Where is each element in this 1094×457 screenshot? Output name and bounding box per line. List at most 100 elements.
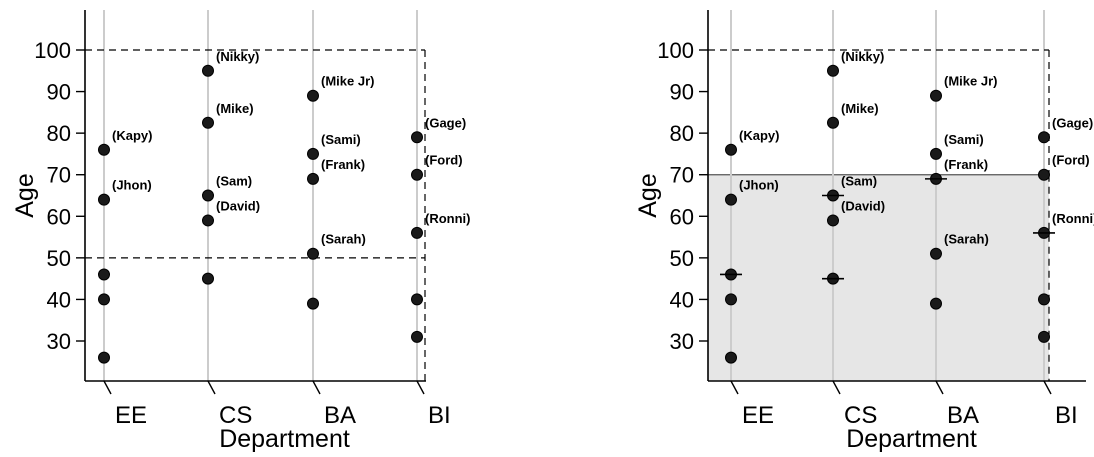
x-tick-label-cs: CS [219, 402, 252, 429]
y-tick-label: 60 [47, 204, 71, 229]
x-axis-title: Department [846, 425, 977, 453]
x-tick-label-ee: EE [115, 402, 147, 429]
data-point [725, 193, 737, 206]
y-tick-label: 30 [670, 329, 694, 354]
point-label: (Gage) [1052, 115, 1093, 130]
point-label: (Nikky) [841, 49, 884, 64]
point-label: (Frank) [321, 157, 365, 172]
data-point [98, 193, 110, 206]
data-point [307, 297, 319, 310]
y-tick-label: 100 [657, 38, 694, 63]
shaded-region [708, 174, 1049, 381]
point-label: (David) [216, 198, 260, 213]
data-point [98, 143, 110, 156]
data-point [827, 214, 839, 227]
x-tick [832, 380, 841, 395]
x-axis-title: Department [219, 425, 350, 453]
data-point [411, 226, 423, 239]
data-point [1038, 293, 1050, 306]
data-point [930, 89, 942, 102]
data-point [411, 293, 423, 306]
data-point [930, 247, 942, 260]
x-tick-label-ba: BA [324, 402, 356, 429]
right-panel: 30 40 50 60 70 80 90 100 EE CS BA BI Department Age (K… [634, 10, 1094, 453]
data-point [307, 147, 319, 160]
x-tick [1043, 380, 1052, 395]
point-label: (Ronni) [425, 211, 470, 226]
x-tick [103, 380, 112, 395]
data-point [98, 268, 110, 281]
y-tick-label: 90 [670, 80, 694, 105]
y-tick-label: 30 [47, 329, 71, 354]
left-panel: 30 40 50 60 70 80 90 100 EE CS BA BI Department Age (K… [11, 10, 470, 453]
y-tick-label: 90 [47, 80, 71, 105]
data-point [1038, 168, 1050, 181]
data-point [98, 351, 110, 364]
point-label: (Mike Jr) [944, 74, 997, 89]
x-tick [416, 380, 425, 395]
point-label: (Ford) [1052, 153, 1090, 168]
data-point [411, 168, 423, 181]
data-point [930, 297, 942, 310]
y-tick-label: 50 [670, 246, 694, 271]
data-point [202, 214, 214, 227]
data-point [307, 247, 319, 260]
point-label: (Mike) [216, 101, 254, 116]
data-point [1038, 330, 1050, 343]
data-point [307, 89, 319, 102]
point-label: (Sarah) [944, 232, 989, 247]
x-tick-label-cs: CS [844, 402, 877, 429]
y-tick-label: 60 [670, 204, 694, 229]
data-point [725, 293, 737, 306]
y-tick-label: 100 [34, 38, 71, 63]
point-label: (Sam) [216, 174, 252, 189]
data-point [202, 116, 214, 129]
data-point [725, 351, 737, 364]
data-point [202, 272, 214, 285]
x-tick-label-ba: BA [947, 402, 979, 429]
y-tick-label: 40 [47, 287, 71, 312]
y-tick-label: 70 [47, 163, 71, 188]
point-label: (Kapy) [112, 128, 152, 143]
point-label: (Sarah) [321, 232, 366, 247]
y-tick-label: 50 [47, 246, 71, 271]
x-tick [207, 380, 216, 395]
data-point [411, 330, 423, 343]
data-point [827, 64, 839, 77]
point-label: (Jhon) [739, 178, 779, 193]
point-label: (Sami) [944, 132, 984, 147]
y-tick-label: 70 [670, 163, 694, 188]
point-label: (Mike) [841, 101, 879, 116]
data-point [1038, 131, 1050, 144]
x-tick-label-bi: BI [1055, 402, 1078, 429]
x-tick-label-bi: BI [428, 402, 451, 429]
point-label: (Nikky) [216, 49, 259, 64]
data-point [202, 189, 214, 202]
point-label: (Ronni) [1052, 211, 1094, 226]
x-tick-label-ee: EE [742, 402, 774, 429]
data-point [202, 64, 214, 77]
point-label: (Sam) [841, 174, 877, 189]
data-point [827, 116, 839, 129]
data-point [930, 147, 942, 160]
point-label: (Kapy) [739, 128, 779, 143]
y-tick-label: 40 [670, 287, 694, 312]
point-label: (Ford) [425, 153, 463, 168]
point-label: (Jhon) [112, 178, 152, 193]
y-tick-label: 80 [47, 121, 71, 146]
y-tick-label: 80 [670, 121, 694, 146]
y-axis-title: Age [634, 173, 662, 217]
data-point [307, 172, 319, 185]
x-tick [312, 380, 321, 395]
y-axis-title: Age [11, 173, 39, 217]
point-label: (Gage) [425, 115, 466, 130]
point-label: (Mike Jr) [321, 74, 374, 89]
point-label: (Sami) [321, 132, 361, 147]
data-point [411, 131, 423, 144]
data-point [725, 143, 737, 156]
point-label: (Frank) [944, 157, 988, 172]
data-point [98, 293, 110, 306]
x-tick [730, 380, 739, 395]
point-label: (David) [841, 198, 885, 213]
